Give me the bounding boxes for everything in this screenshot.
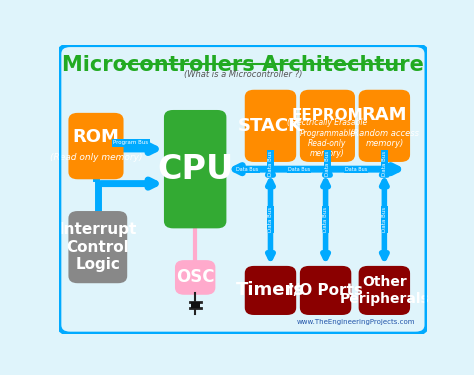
Text: Data Bus: Data Bus (345, 166, 367, 172)
Text: Program Bus: Program Bus (113, 141, 148, 146)
Text: I/O Ports: I/O Ports (288, 283, 363, 298)
Text: (What is a Microcontroller ?): (What is a Microcontroller ?) (184, 69, 302, 78)
Text: Data Bus: Data Bus (288, 166, 310, 172)
FancyBboxPatch shape (68, 211, 127, 283)
FancyBboxPatch shape (300, 266, 351, 315)
Text: Timers: Timers (236, 281, 305, 299)
Text: www.TheEngineeringProjects.com: www.TheEngineeringProjects.com (297, 319, 416, 325)
Text: Data Bus: Data Bus (323, 207, 328, 232)
Text: Data Bus: Data Bus (268, 151, 273, 176)
FancyBboxPatch shape (175, 260, 215, 295)
Text: Data Bus: Data Bus (325, 151, 330, 176)
FancyBboxPatch shape (245, 90, 296, 162)
Text: Interrupt
Control
Logic: Interrupt Control Logic (59, 222, 137, 272)
Text: Data Bus: Data Bus (237, 166, 259, 172)
Text: RAM: RAM (362, 106, 407, 124)
Text: EEPROM: EEPROM (292, 108, 363, 123)
Text: Data Bus: Data Bus (268, 207, 273, 232)
Text: Microcontrollers Architechture: Microcontrollers Architechture (62, 55, 424, 75)
Text: Data Bus: Data Bus (382, 207, 387, 232)
Text: CPU: CPU (157, 153, 233, 186)
FancyBboxPatch shape (164, 110, 227, 228)
Text: OSC: OSC (176, 268, 214, 286)
FancyBboxPatch shape (300, 90, 355, 162)
FancyBboxPatch shape (68, 113, 124, 179)
FancyBboxPatch shape (359, 90, 410, 162)
Text: (Random access
memory): (Random access memory) (350, 129, 419, 148)
FancyBboxPatch shape (359, 266, 410, 315)
Text: (Electrically Erasable
Programmable
Read-only
memory): (Electrically Erasable Programmable Read… (287, 118, 367, 158)
FancyBboxPatch shape (245, 266, 296, 315)
Text: Other
Peripherals: Other Peripherals (339, 275, 429, 306)
Text: ROM: ROM (73, 128, 119, 146)
Text: (Read only memory): (Read only memory) (50, 153, 142, 162)
Text: STACK: STACK (238, 117, 303, 135)
Text: Data Bus: Data Bus (382, 151, 387, 176)
Bar (191, 302, 200, 308)
